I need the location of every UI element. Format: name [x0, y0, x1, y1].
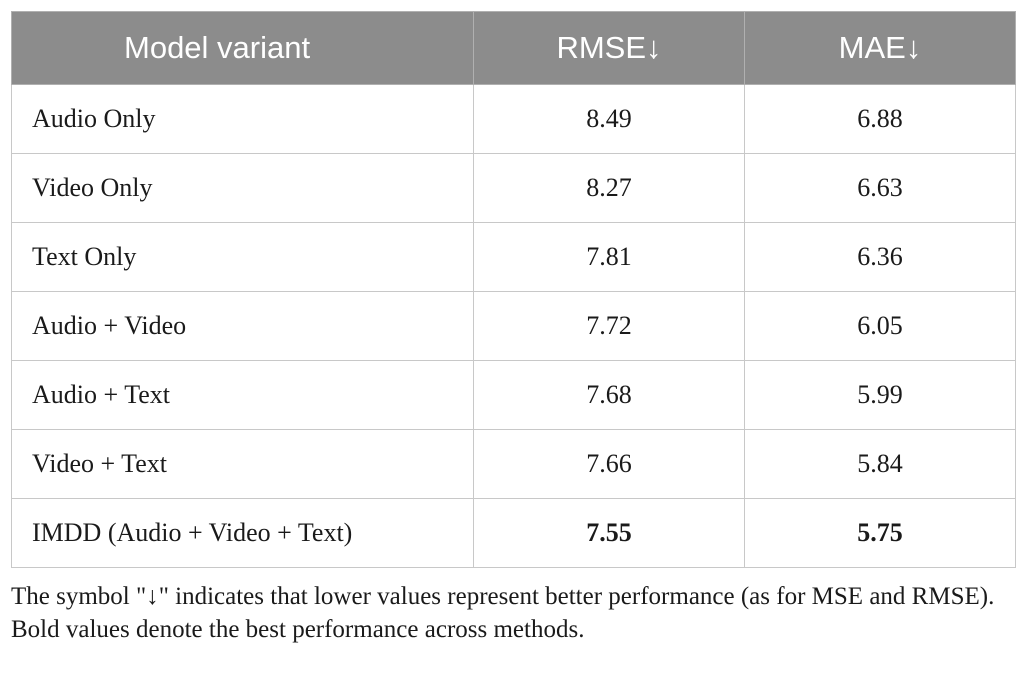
- model-name-cell: Text Only: [11, 222, 474, 292]
- mae-cell: 6.05: [744, 291, 1016, 361]
- rmse-cell: 8.49: [473, 84, 745, 154]
- header-rmse: RMSE↓: [473, 11, 745, 85]
- table-row: Video Only 8.27 6.63: [11, 153, 1016, 223]
- table-row-best: IMDD (Audio + Video + Text) 7.55 5.75: [11, 498, 1016, 568]
- mae-cell-best: 5.75: [744, 498, 1016, 568]
- rmse-cell: 7.66: [473, 429, 745, 499]
- mae-cell: 6.36: [744, 222, 1016, 292]
- model-name-cell: Video Only: [11, 153, 474, 223]
- table-header-row: Model variant RMSE↓ MAE↓: [11, 11, 1016, 85]
- table-row: Audio Only 8.49 6.88: [11, 84, 1016, 154]
- results-table-block: Model variant RMSE↓ MAE↓ Audio Only 8.49…: [11, 11, 1016, 646]
- results-table: Model variant RMSE↓ MAE↓ Audio Only 8.49…: [11, 11, 1016, 568]
- rmse-cell: 7.68: [473, 360, 745, 430]
- mae-cell: 6.88: [744, 84, 1016, 154]
- mae-cell: 5.84: [744, 429, 1016, 499]
- table-row: Text Only 7.81 6.36: [11, 222, 1016, 292]
- header-model-variant: Model variant: [11, 11, 474, 85]
- rmse-cell: 7.72: [473, 291, 745, 361]
- header-mae: MAE↓: [744, 11, 1016, 85]
- rmse-cell: 8.27: [473, 153, 745, 223]
- model-name-cell: Audio Only: [11, 84, 474, 154]
- mae-cell: 5.99: [744, 360, 1016, 430]
- mae-cell: 6.63: [744, 153, 1016, 223]
- table-row: Video + Text 7.66 5.84: [11, 429, 1016, 499]
- bold-footnote: Bold values denote the best performance …: [11, 616, 585, 643]
- symbol-footnote: The symbol "↓" indicates that lower valu…: [11, 583, 995, 610]
- model-name-cell: Audio + Text: [11, 360, 474, 430]
- table-row: Audio + Text 7.68 5.99: [11, 360, 1016, 430]
- table-row: Audio + Video 7.72 6.05: [11, 291, 1016, 361]
- model-name-cell: Video + Text: [11, 429, 474, 499]
- rmse-cell-best: 7.55: [473, 498, 745, 568]
- model-name-cell: IMDD (Audio + Video + Text): [11, 498, 474, 568]
- model-name-cell: Audio + Video: [11, 291, 474, 361]
- rmse-cell: 7.81: [473, 222, 745, 292]
- table-footnotes: The symbol "↓" indicates that lower valu…: [11, 580, 1015, 646]
